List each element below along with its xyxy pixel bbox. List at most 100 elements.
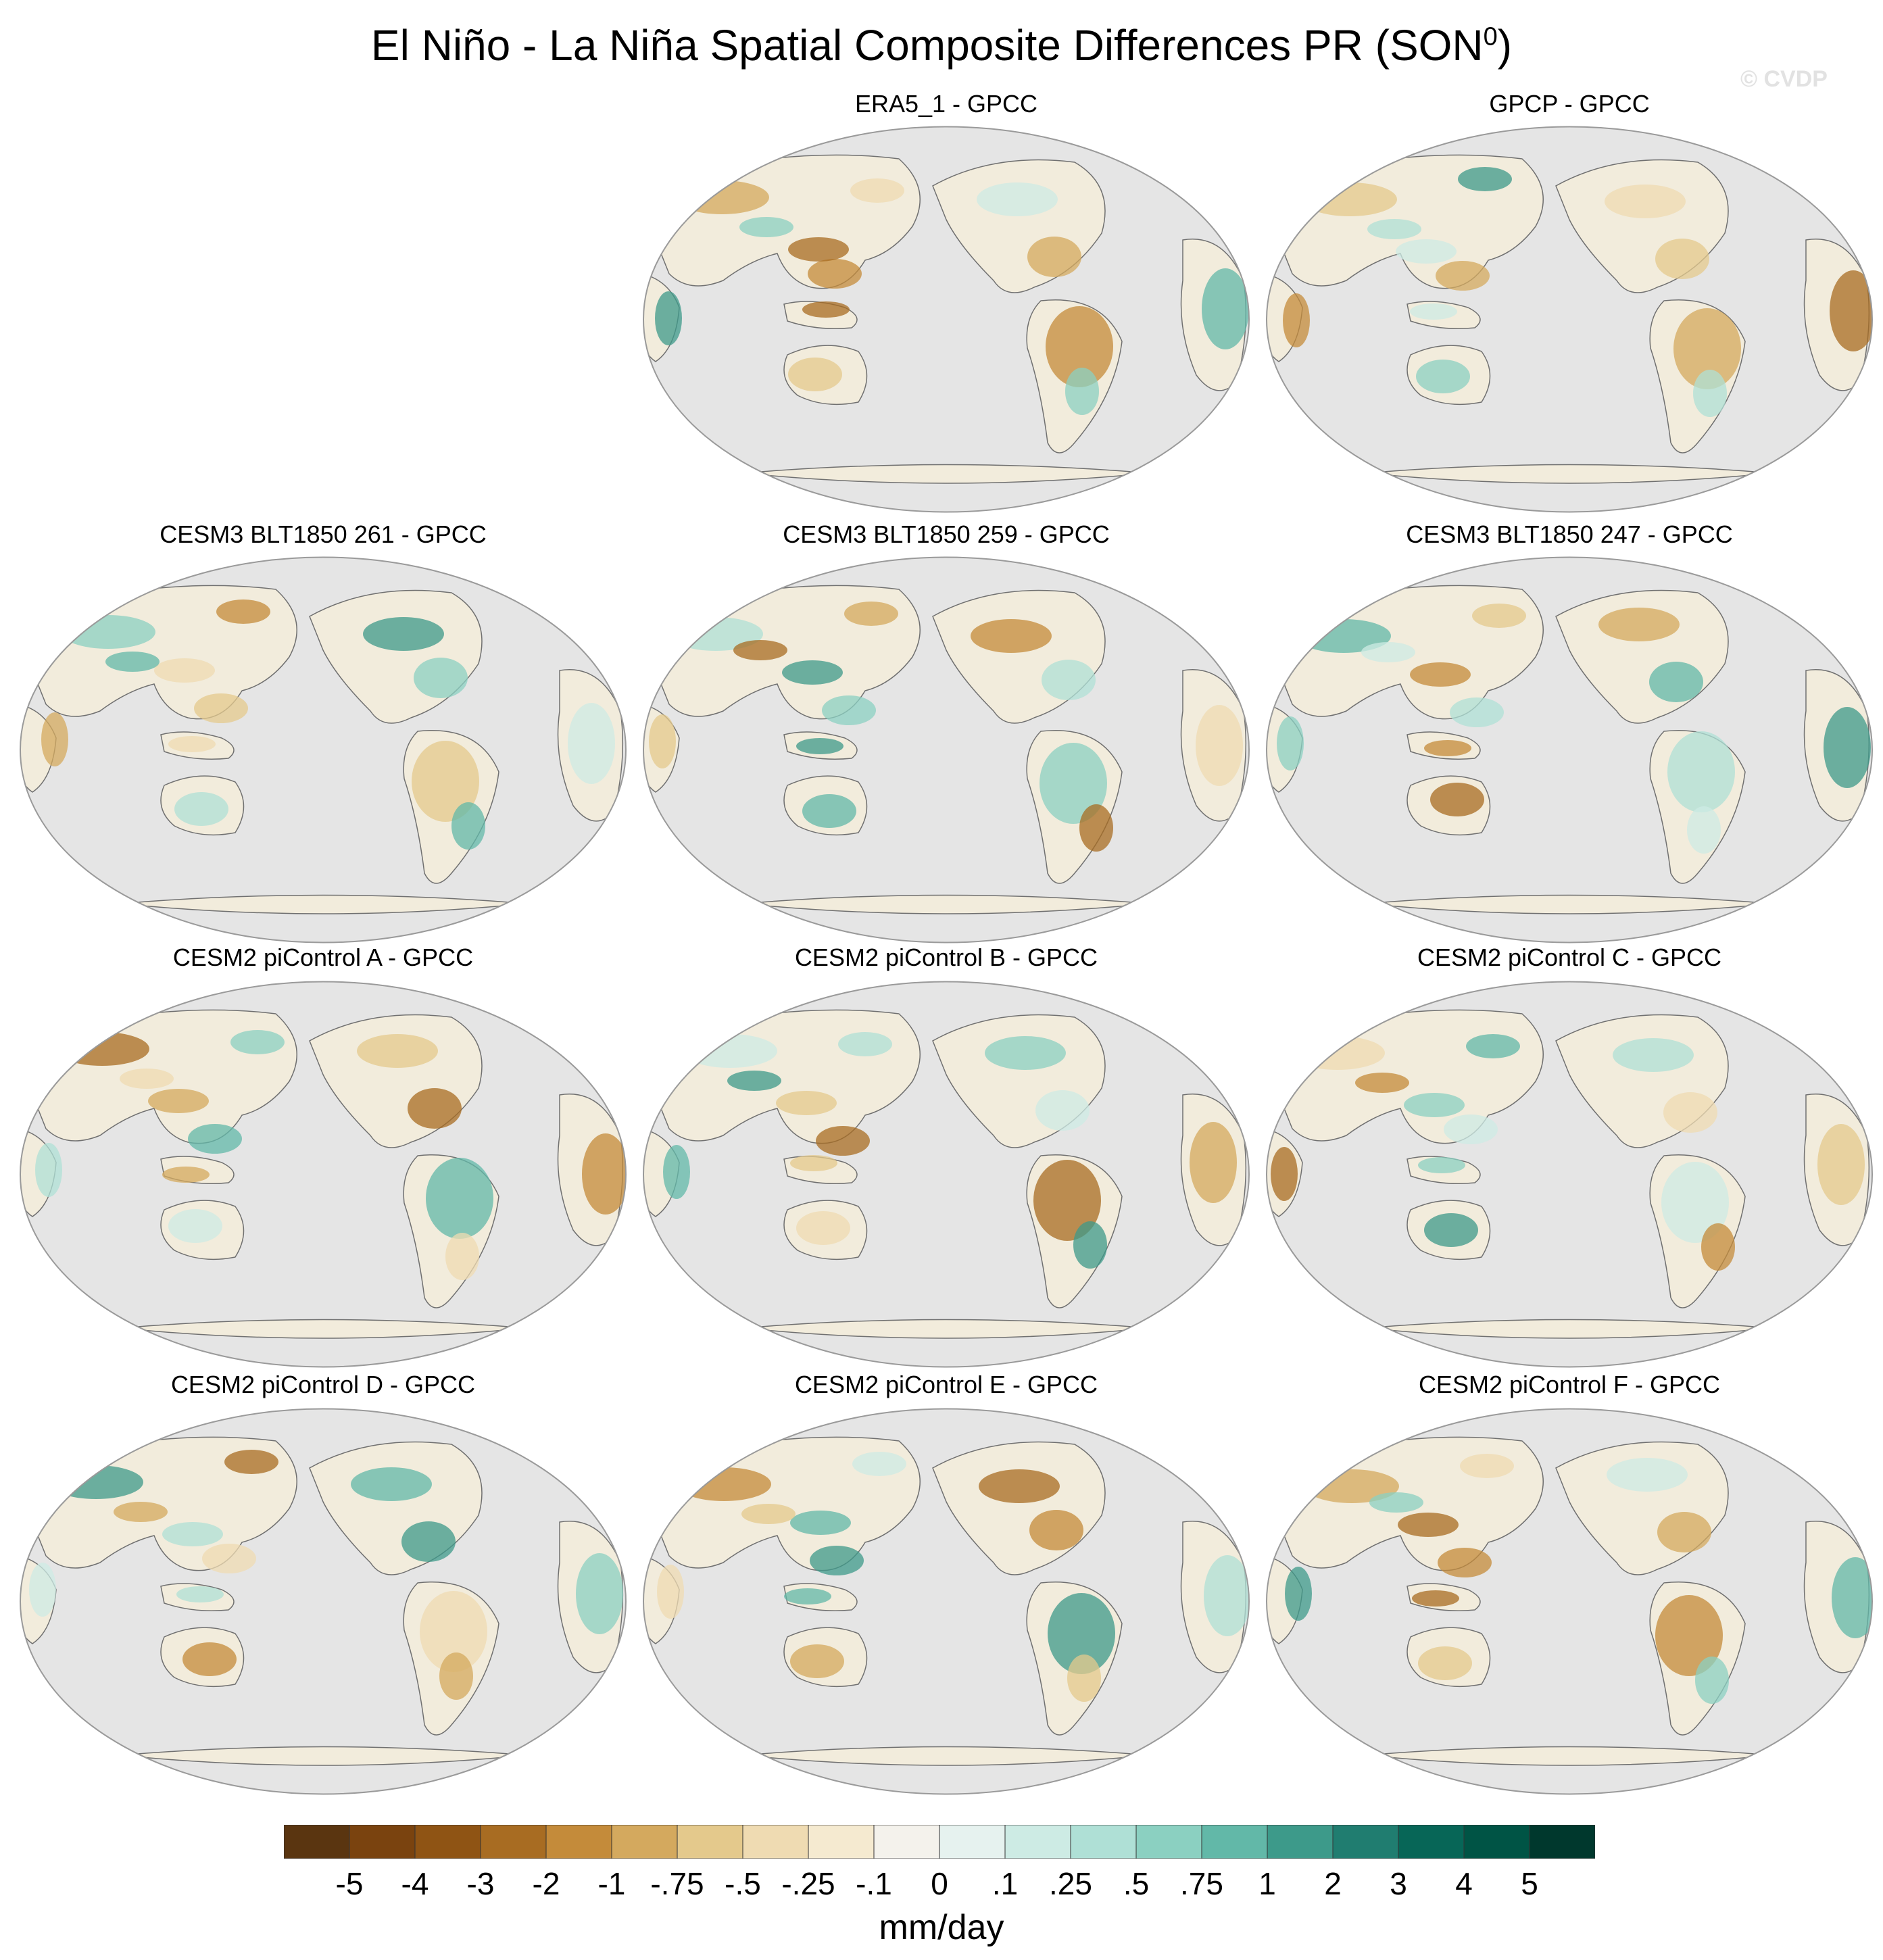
panel-title: CESM3 BLT1850 247 - GPCC [1406,520,1733,548]
precip-anomaly [652,589,720,616]
precip-anomaly [1655,1595,1723,1676]
precip-anomaly [1436,261,1490,291]
map-outline [643,126,1250,513]
precip-anomaly [663,1145,690,1199]
precip-anomaly [154,658,215,683]
precip-anomaly [1613,1038,1694,1072]
precip-anomaly [162,1522,223,1546]
precip-anomaly [1046,306,1113,387]
precip-anomaly [1277,716,1304,770]
precip-anomaly [216,599,270,624]
precip-anomaly [796,738,843,754]
precip-anomaly [32,1438,100,1465]
map-panel [20,556,627,944]
precip-anomaly [1655,239,1709,279]
colorbar-swatch [808,1825,875,1859]
watermark: © CVDP [1740,66,1828,92]
precip-anomaly [1285,1567,1312,1621]
precip-anomaly [1687,806,1721,854]
precip-anomaly [808,259,862,289]
colorbar-tick-label: -2 [532,1866,560,1901]
precip-anomaly [176,1586,224,1602]
precip-anomaly [741,1504,796,1524]
precip-anomaly [439,1652,473,1700]
precip-anomaly [1438,1548,1492,1577]
precip-anomaly [1657,1512,1711,1552]
precip-anomaly [182,1642,237,1676]
colorbar-tick-label: -.75 [650,1866,704,1901]
colorbar-swatch [284,1825,350,1859]
precip-anomaly [1367,219,1421,239]
precip-anomaly [677,1467,771,1501]
title-superscript: 0 [1483,22,1498,51]
precip-anomaly [61,615,155,649]
precip-anomaly [568,703,615,784]
precip-anomaly [45,587,112,614]
colorbar-swatch [611,1825,678,1859]
precip-anomaly [977,182,1058,216]
precip-anomaly [576,1553,623,1634]
precip-anomaly [174,792,228,826]
map-outline [1266,981,1873,1368]
precip-anomaly [230,1030,285,1054]
map-outline [1266,556,1873,944]
precip-anomaly [810,1546,864,1575]
precip-anomaly [29,1563,56,1617]
colorbar-tick-label: .1 [992,1866,1019,1901]
colorbar-swatch [1463,1825,1530,1859]
colorbar-swatch [1135,1825,1202,1859]
precip-anomaly [451,802,485,850]
precip-anomaly [445,1233,479,1280]
precip-anomaly [1040,743,1107,824]
precip-anomaly [1079,804,1113,852]
map-outline [20,556,627,944]
panel-title: CESM3 BLT1850 259 - GPCC [783,520,1110,548]
colorbar-tick-label: .25 [1049,1866,1092,1901]
panel-title: GPCP - GPCC [1489,90,1650,118]
figure-title: El Niño - La Niña Spatial Composite Diff… [0,20,1883,70]
precip-anomaly [1404,1093,1465,1117]
precip-anomaly [1398,1513,1459,1537]
precip-anomaly [1073,1221,1107,1269]
colorbar-tick-label: .5 [1123,1866,1150,1901]
precip-anomaly [844,602,898,626]
precip-anomaly [35,1143,62,1197]
precip-anomaly [1396,239,1457,264]
precip-anomaly [1067,1655,1101,1702]
precip-anomaly [649,714,676,768]
map-panel [1266,981,1873,1368]
precip-anomaly [802,794,856,828]
precip-anomaly [1693,370,1727,417]
precip-anomaly [816,1126,870,1156]
precip-anomaly [162,1167,210,1183]
precip-anomaly [1450,697,1504,727]
colorbar-tick-label: 0 [931,1866,948,1901]
panel-title: CESM2 piControl D - GPCC [170,1371,476,1398]
colorbar-swatch [939,1825,1006,1859]
precip-anomaly [1412,1590,1459,1607]
precip-anomaly [114,1502,168,1522]
precip-anomaly [1029,1510,1083,1550]
panel-title: CESM2 piControl E - GPCC [794,1371,1098,1398]
precip-anomaly [1290,1036,1385,1070]
precip-anomaly [1271,1147,1298,1201]
precip-anomaly [202,1544,256,1573]
panel-title: CESM3 BLT1850 261 - GPCC [160,520,487,548]
precip-anomaly [739,217,793,237]
precip-anomaly [1204,1555,1249,1636]
precip-anomaly [850,178,904,203]
precip-anomaly [1661,1162,1729,1243]
precip-anomaly [1701,1223,1735,1271]
precip-anomaly [1035,1090,1090,1131]
precip-anomaly [657,1565,684,1619]
colorbar-swatch [677,1825,743,1859]
precip-anomaly [401,1521,456,1562]
colorbar-swatch [480,1825,547,1859]
precip-anomaly [55,1032,149,1066]
precip-anomaly [426,1158,493,1239]
precip-anomaly [1410,303,1457,320]
map-panel [643,981,1250,1368]
precip-anomaly [790,1644,844,1678]
colorbar-tick-label: -.25 [781,1866,835,1901]
precip-anomaly [1361,642,1415,662]
